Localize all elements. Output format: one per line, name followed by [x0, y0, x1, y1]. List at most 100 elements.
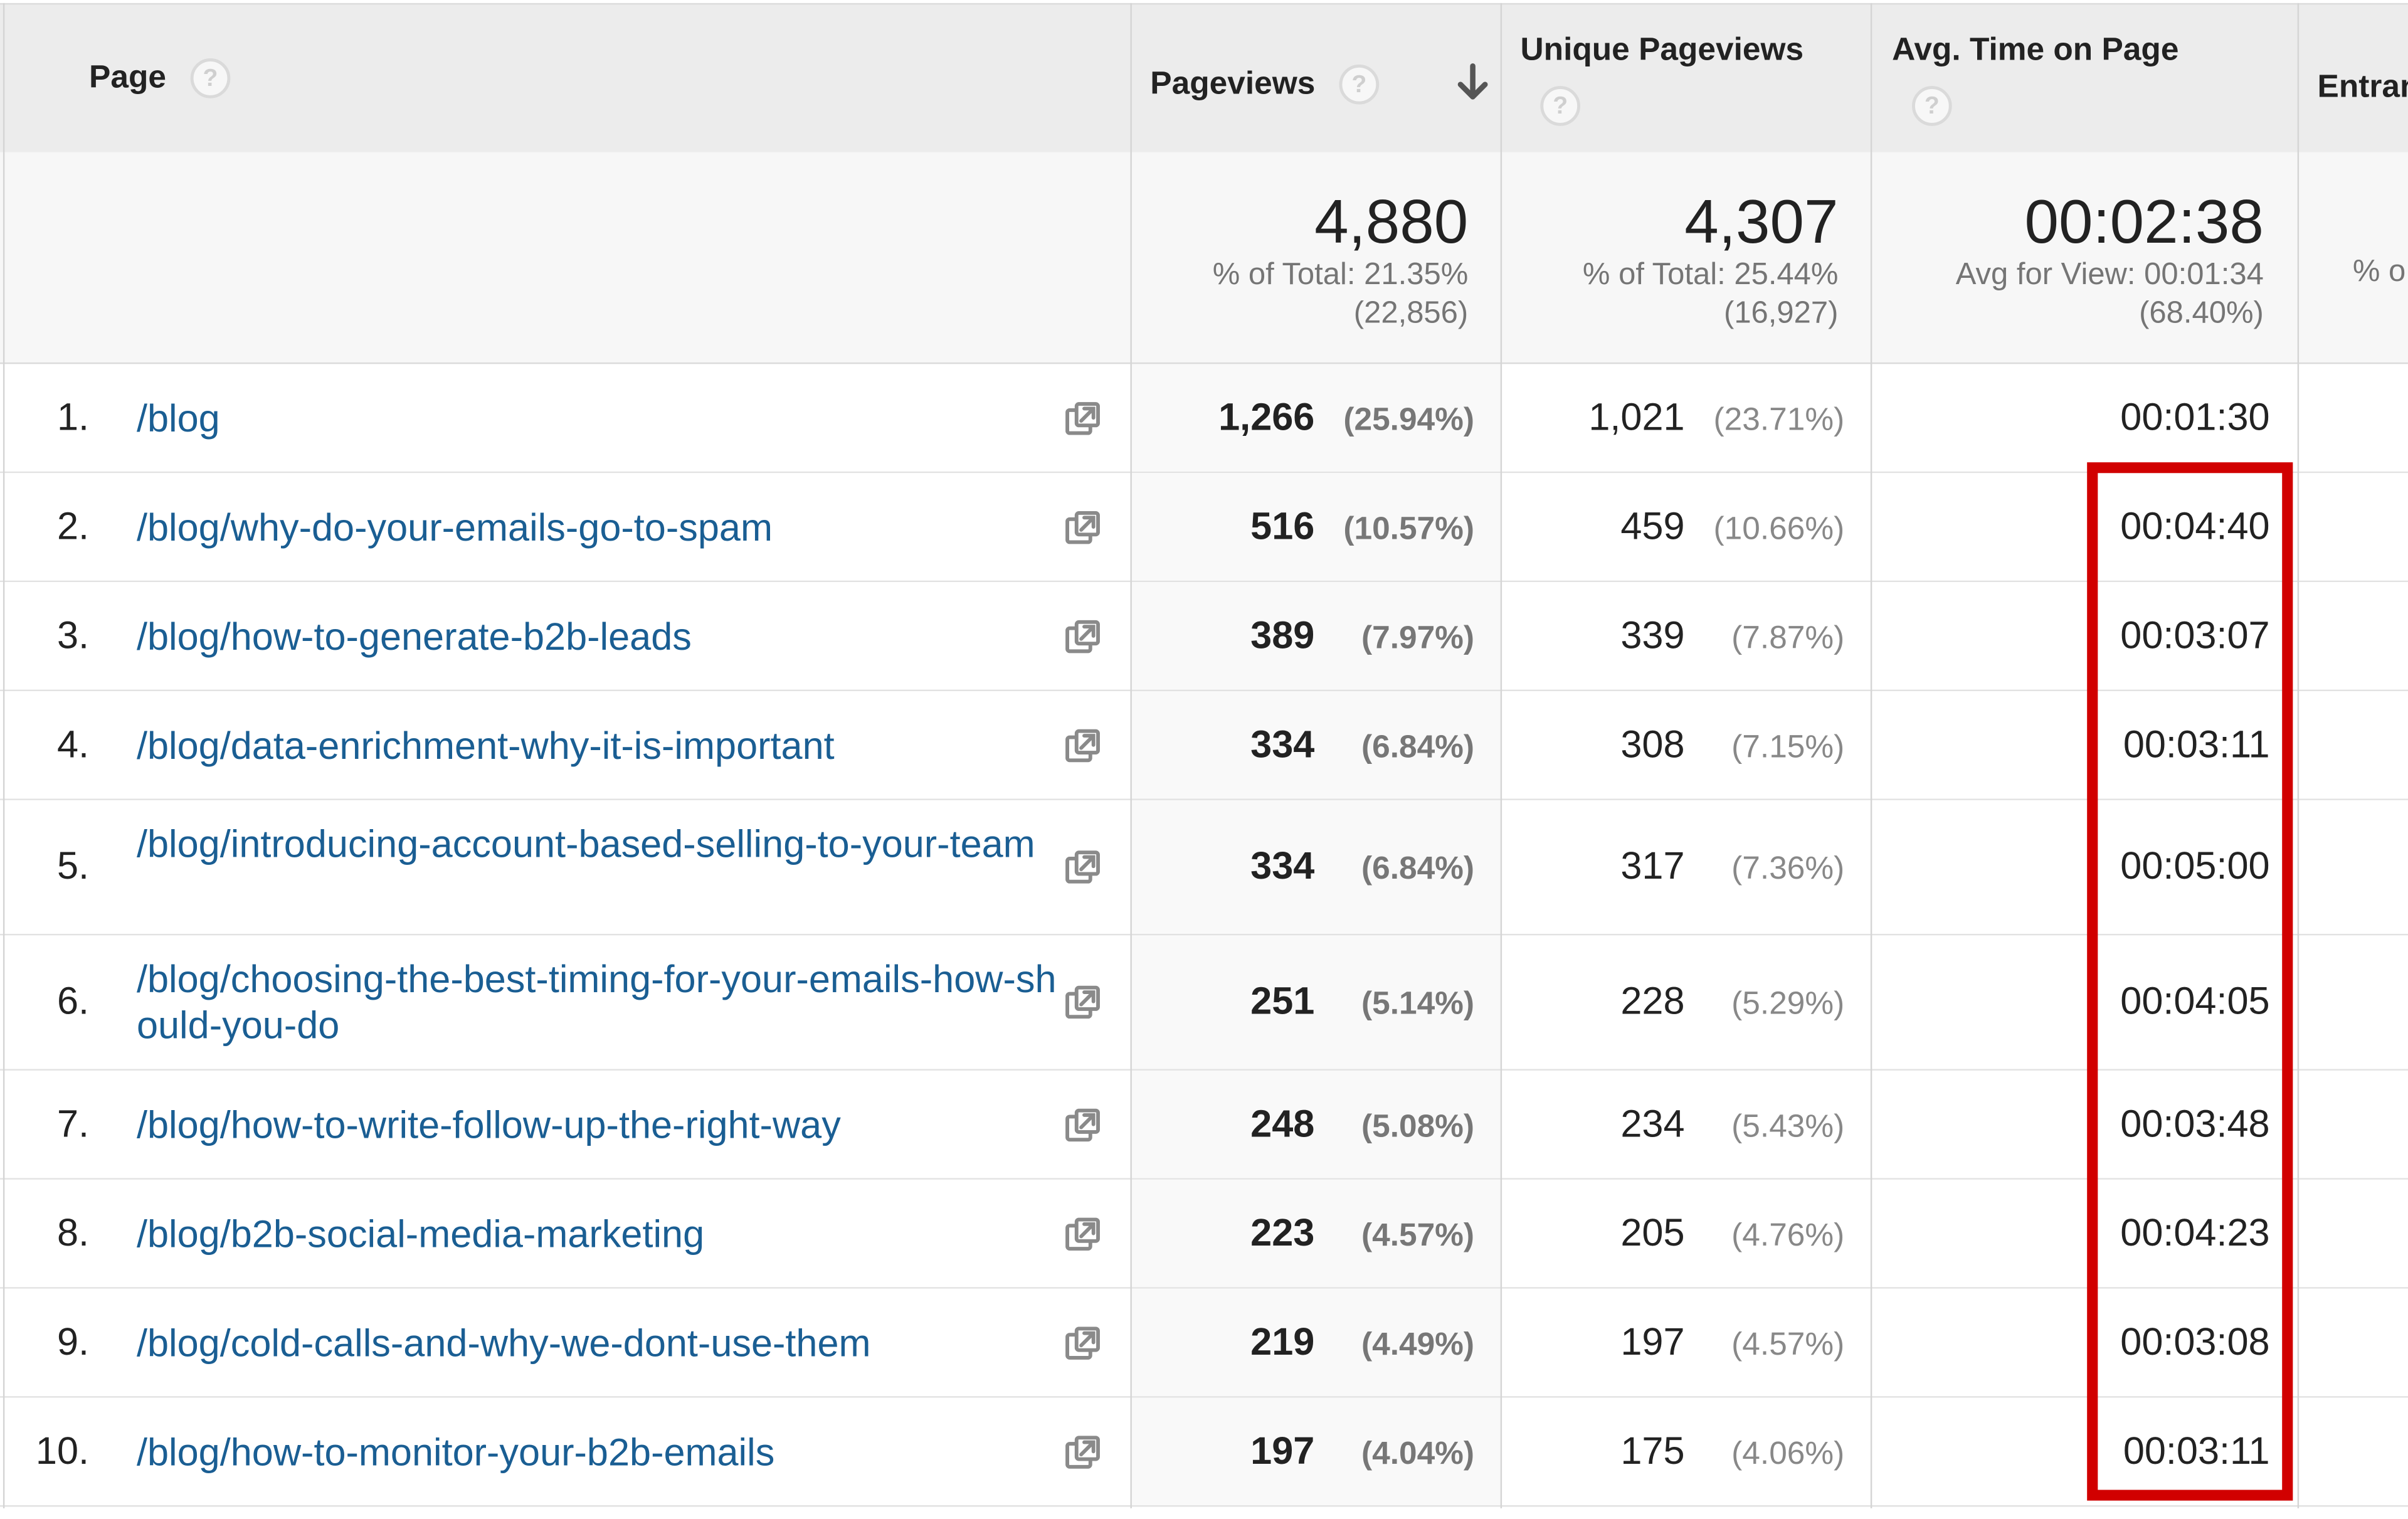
page-link[interactable]: /blog/data-enrichment-why-it-is-importan… — [136, 724, 835, 768]
totals-pageviews-value: 4,880 — [1314, 189, 1469, 257]
help-icon[interactable]: ? — [1540, 86, 1581, 126]
pageviews-cell-bg — [1130, 1070, 1501, 1178]
unique-pageviews-value: 1,021 — [1588, 395, 1685, 439]
pageviews-percent: (5.08%) — [1361, 1108, 1475, 1144]
avg-time-on-page-value: 00:03:11 — [2123, 722, 2270, 766]
column-divider — [1500, 3, 1502, 1508]
header-unique-pageviews[interactable]: Unique Pageviews ? — [1521, 4, 1871, 152]
unique-pageviews-value: 308 — [1620, 722, 1685, 766]
table-row: 4. /blog/data-enrichment-why-it-is-import… — [0, 691, 2408, 800]
pageviews-cell-bg — [1130, 364, 1501, 472]
unique-pageviews-percent: (4.76%) — [1731, 1217, 1845, 1253]
header-avg-time-label: Avg. Time on Page — [1892, 32, 2179, 68]
totals-pageviews-percent: % of Total: 21.35% — [1212, 258, 1469, 292]
open-in-new-window-icon[interactable] — [1063, 726, 1103, 766]
header-pageviews-label: Pageviews — [1150, 66, 1316, 102]
avg-time-on-page-value: 00:04:23 — [2120, 1211, 2270, 1254]
open-in-new-window-icon[interactable] — [1063, 617, 1103, 657]
unique-pageviews-percent: (7.87%) — [1731, 620, 1845, 655]
column-divider — [1130, 3, 1132, 1508]
page-link[interactable]: /blog/why-do-your-emails-go-to-spam — [136, 505, 773, 549]
pageviews-percent: (4.57%) — [1361, 1217, 1475, 1253]
table-row: 2. /blog/why-do-your-emails-go-to-spam 516… — [0, 473, 2408, 583]
pageviews-value: 389 — [1250, 613, 1315, 657]
unique-pageviews-value: 339 — [1620, 613, 1685, 657]
totals-entrances-partial: % o — [2352, 255, 2406, 289]
totals-unique-pageviews: 4,307 % of Total: 25.44% (16,927) — [1501, 152, 1839, 363]
header-entrances[interactable]: Entran — [2318, 4, 2408, 152]
open-in-new-window-icon[interactable] — [1063, 1214, 1103, 1254]
pageviews-cell-bg — [1130, 935, 1501, 1069]
row-rank: 7. — [56, 1102, 90, 1145]
pageviews-percent: (7.97%) — [1361, 620, 1475, 655]
header-entrances-label: Entran — [2317, 69, 2408, 105]
page-link[interactable]: /blog/how-to-generate-b2b-leads — [136, 615, 692, 659]
avg-time-on-page-value: 00:04:40 — [2120, 504, 2270, 548]
pageviews-cell-bg — [1130, 1179, 1501, 1288]
page-link[interactable]: /blog/introducing-account-based-selling-… — [136, 823, 1035, 867]
pageviews-percent: (4.04%) — [1361, 1435, 1475, 1471]
row-rank: 6. — [56, 980, 90, 1024]
row-rank: 10. — [35, 1429, 90, 1473]
page-link[interactable]: /blog/how-to-monitor-your-b2b-emails — [136, 1431, 775, 1474]
page-link[interactable]: /blog/choosing-the-best-timing-for-your-… — [136, 958, 1057, 1048]
table-row: 9. /blog/cold-calls-and-why-we-dont-use-t… — [0, 1288, 2408, 1398]
avg-time-on-page-value: 00:03:07 — [2120, 613, 2270, 657]
table-row: 6. /blog/choosing-the-best-timing-for-you… — [0, 935, 2408, 1071]
pageviews-cell-bg — [1130, 691, 1501, 799]
help-icon[interactable]: ? — [1339, 64, 1380, 105]
help-icon[interactable]: ? — [190, 58, 231, 98]
open-in-new-window-icon[interactable] — [1063, 848, 1103, 888]
page-link[interactable]: /blog/cold-calls-and-why-we-dont-use-the… — [136, 1321, 871, 1365]
header-page[interactable]: Page ? — [89, 4, 1118, 152]
avg-time-on-page-value: 00:03:48 — [2120, 1102, 2270, 1145]
page-link[interactable]: /blog/b2b-social-media-marketing — [136, 1212, 705, 1256]
pageviews-cell-bg — [1130, 582, 1501, 690]
highlight-box — [2087, 462, 2293, 1501]
open-in-new-window-icon[interactable] — [1063, 1105, 1103, 1145]
unique-pageviews-percent: (7.15%) — [1731, 729, 1845, 765]
page-link[interactable]: /blog — [136, 397, 220, 440]
row-rank: 8. — [56, 1211, 90, 1254]
totals-unique-total: (16,927) — [1724, 296, 1839, 331]
unique-pageviews-percent: (5.43%) — [1731, 1108, 1845, 1144]
table-row: 3. /blog/how-to-generate-b2b-leads 389 (7.9… — [0, 582, 2408, 692]
row-rank: 4. — [56, 722, 90, 766]
table-header: Page ? Pageviews ? Unique Pageviews ? Av… — [0, 3, 2408, 154]
pageviews-percent: (10.57%) — [1343, 511, 1475, 546]
pageviews-percent: (5.14%) — [1361, 986, 1475, 1022]
pageviews-percent: (4.49%) — [1361, 1326, 1475, 1362]
open-in-new-window-icon[interactable] — [1063, 399, 1103, 439]
pageviews-cell-bg — [1130, 1397, 1501, 1506]
pageviews-value: 197 — [1250, 1429, 1315, 1473]
row-rank: 2. — [56, 504, 90, 548]
pageviews-value: 516 — [1250, 504, 1315, 548]
pageviews-cell-bg — [1130, 1288, 1501, 1397]
avg-time-on-page-value: 00:01:30 — [2120, 395, 2270, 439]
pageviews-value: 334 — [1250, 722, 1315, 766]
unique-pageviews-percent: (5.29%) — [1731, 986, 1845, 1022]
help-icon[interactable]: ? — [1912, 86, 1952, 126]
table-row: 10. /blog/how-to-monitor-your-b2b-emails 1… — [0, 1397, 2408, 1507]
open-in-new-window-icon[interactable] — [1063, 983, 1103, 1023]
column-divider — [1870, 3, 1872, 1508]
open-in-new-window-icon[interactable] — [1063, 1432, 1103, 1473]
pageviews-cell-bg — [1130, 473, 1501, 581]
column-divider — [2297, 3, 2300, 1508]
row-rank: 3. — [56, 613, 90, 657]
totals-row: 4,880 % of Total: 21.35% (22,856) 4,307 … — [0, 152, 2408, 364]
header-avg-time-on-page[interactable]: Avg. Time on Page ? — [1892, 4, 2294, 152]
totals-unique-percent: % of Total: 25.44% — [1582, 258, 1839, 292]
page-link[interactable]: /blog/how-to-write-follow-up-the-right-w… — [136, 1103, 841, 1147]
header-pageviews[interactable]: Pageviews ? — [1150, 4, 1500, 152]
open-in-new-window-icon[interactable] — [1063, 507, 1103, 548]
unique-pageviews-value: 459 — [1620, 504, 1685, 548]
avg-time-on-page-value: 00:05:00 — [2120, 844, 2270, 888]
totals-avg-time-view: Avg for View: 00:01:34 — [1955, 258, 2264, 292]
table-row: 1. /blog 1,266 (25.94%) 1,021 (23.71%) 00:01:3… — [0, 364, 2408, 474]
open-in-new-window-icon[interactable] — [1063, 1323, 1103, 1363]
table-row: 5. /blog/introducing-account-based-sellin… — [0, 800, 2408, 936]
sort-descending-icon[interactable] — [1454, 63, 1491, 103]
pageviews-value: 219 — [1250, 1320, 1315, 1363]
